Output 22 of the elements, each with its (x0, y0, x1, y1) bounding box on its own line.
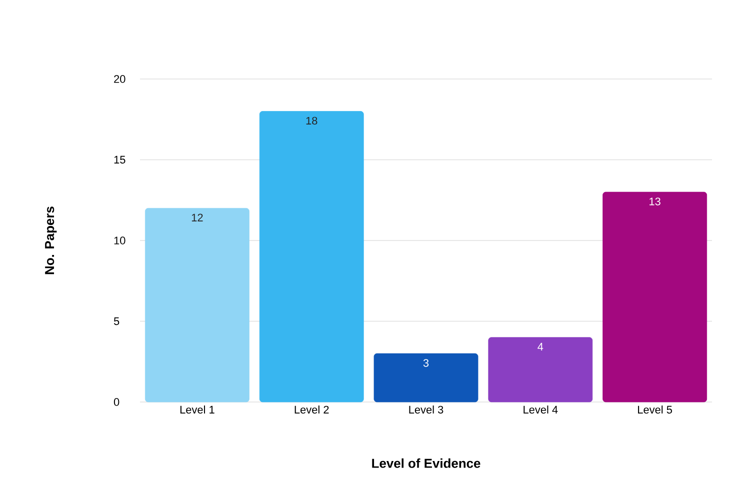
bar (145, 208, 250, 402)
bar (259, 111, 364, 402)
data-label: 13 (650, 198, 660, 206)
x-tick-label: Level 5 (638, 406, 672, 414)
x-tick-label: Level 3 (409, 406, 444, 414)
y-axis-title: No. Papers (45, 206, 57, 274)
y-tick-label: 15 (114, 156, 126, 164)
bar (602, 192, 708, 402)
data-label: 3 (423, 359, 429, 367)
x-tick-label: Level 4 (524, 406, 558, 414)
y-tick-label: 0 (114, 398, 120, 406)
y-tick-label: 5 (114, 317, 120, 326)
bar (488, 337, 593, 402)
x-axis-title: Level of Evidence (372, 458, 480, 468)
y-tick-label: 20 (114, 75, 126, 83)
bar (374, 353, 478, 402)
data-label: 4 (538, 342, 544, 350)
data-label: 12 (192, 214, 203, 222)
x-tick-label: Level 1 (180, 406, 214, 414)
data-label: 18 (306, 116, 318, 125)
y-tick-label: 10 (114, 236, 126, 244)
x-tick-label: Level 2 (294, 406, 329, 414)
